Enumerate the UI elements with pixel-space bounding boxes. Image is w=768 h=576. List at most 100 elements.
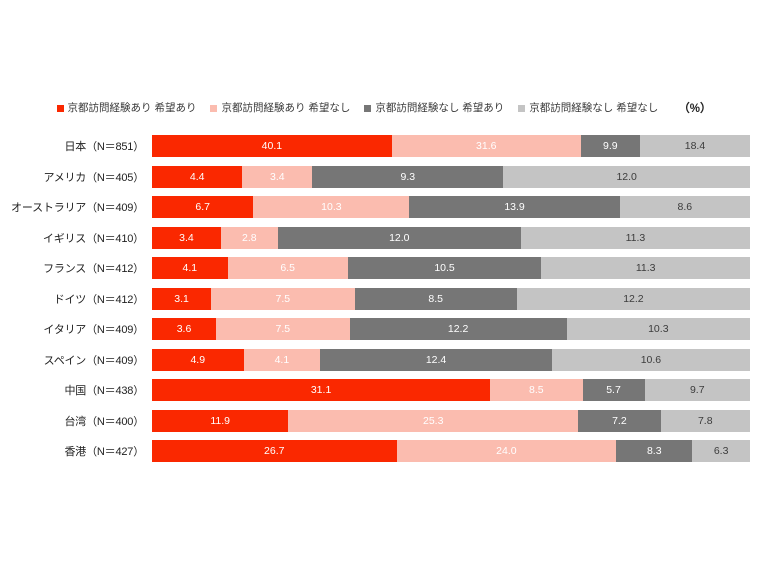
bar-segment[interactable]: 10.5 bbox=[347, 257, 542, 280]
legend-swatch-icon-1 bbox=[210, 104, 218, 112]
bar-segment[interactable]: 7.5 bbox=[216, 318, 350, 341]
bar-value-label: 6.5 bbox=[280, 262, 295, 274]
bar-value-label: 9.7 bbox=[689, 384, 705, 396]
legend-swatch-icon-3 bbox=[518, 104, 526, 112]
bar-segment[interactable]: 11.3 bbox=[520, 226, 750, 249]
bar-segment[interactable]: 26.7 bbox=[152, 440, 397, 463]
stacked-bar: 11.9 25.3 7.2 7.8 bbox=[152, 409, 750, 432]
legend-item-2[interactable]: 京都訪問経験なし 希望あり bbox=[364, 103, 504, 114]
bar-value-label: 31.1 bbox=[310, 384, 332, 396]
bar-value-label: 9.3 bbox=[400, 170, 416, 183]
bar-segment[interactable]: 11.3 bbox=[541, 257, 750, 280]
row-label: イギリス（N＝410） bbox=[42, 232, 144, 245]
bar-segment[interactable]: 12.0 bbox=[277, 226, 521, 249]
bar-value-label: 6.3 bbox=[713, 445, 729, 457]
chart-row: 香港（N＝427） 26.7 24.0 8.3 6.3 bbox=[0, 436, 768, 467]
stacked-bar: 4.4 3.4 9.3 12.0 bbox=[152, 165, 750, 188]
bar-segment[interactable]: 3.6 bbox=[152, 318, 217, 341]
bar-value-label: 25.3 bbox=[423, 414, 444, 427]
stacked-bar: 4.9 4.1 12.4 10.6 bbox=[152, 348, 750, 371]
bar-segment[interactable]: 2.8 bbox=[220, 226, 278, 249]
bar-value-label: 3.4 bbox=[270, 170, 285, 183]
bar-segment[interactable]: 9.7 bbox=[644, 379, 750, 402]
bar-segment[interactable]: 9.3 bbox=[312, 165, 504, 188]
bar-segment[interactable]: 18.4 bbox=[639, 135, 750, 158]
bar-segment[interactable]: 8.6 bbox=[619, 196, 750, 219]
row-label: オーストラリア（N＝409） bbox=[11, 202, 144, 215]
bar-segment[interactable]: 12.2 bbox=[349, 318, 567, 341]
bar-segment[interactable]: 12.0 bbox=[503, 165, 750, 188]
bar-segment[interactable]: 7.8 bbox=[660, 409, 750, 432]
row-label: アメリカ（N＝405） bbox=[43, 171, 144, 184]
bar-segment[interactable]: 12.4 bbox=[320, 348, 552, 371]
plot-area: 日本（N＝851） 40.1 31.6 9.9 18.4 アメリカ（N＝405） 4.4 3.… bbox=[0, 131, 768, 467]
bar-segment[interactable]: 10.3 bbox=[566, 318, 750, 341]
bar-segment[interactable]: 6.7 bbox=[152, 196, 254, 219]
bar-value-label: 3.1 bbox=[174, 292, 189, 305]
bar-value-label: 3.4 bbox=[179, 231, 194, 244]
legend-label-0: 京都訪問経験あり 希望あり bbox=[67, 101, 197, 114]
chart-row: イギリス（N＝410） 3.4 2.8 12.0 11.3 bbox=[0, 223, 768, 254]
bar-segment[interactable]: 6.5 bbox=[227, 257, 348, 280]
bar-segment[interactable]: 12.2 bbox=[516, 287, 750, 310]
chart-row: 中国（N＝438） 31.1 8.5 5.7 9.7 bbox=[0, 375, 768, 406]
bar-segment[interactable]: 4.9 bbox=[152, 348, 244, 371]
bar-segment[interactable]: 6.3 bbox=[692, 440, 750, 463]
bar-segment[interactable]: 10.3 bbox=[253, 196, 410, 219]
bar-value-label: 40.1 bbox=[261, 140, 283, 152]
bar-value-label: 26.7 bbox=[264, 445, 285, 457]
bar-value-label: 4.1 bbox=[274, 353, 290, 366]
bar-segment[interactable]: 40.1 bbox=[152, 135, 392, 158]
bar-segment[interactable]: 3.1 bbox=[152, 287, 212, 310]
bar-segment[interactable]: 7.2 bbox=[578, 409, 661, 432]
bar-value-label: 3.6 bbox=[176, 323, 192, 335]
row-label: 日本（N＝851） bbox=[64, 141, 145, 154]
bar-value-label: 7.8 bbox=[697, 414, 713, 427]
unit-label: （%） bbox=[678, 103, 712, 115]
stacked-bar: 3.1 7.5 8.5 12.2 bbox=[152, 287, 750, 310]
bar-value-label: 11.3 bbox=[635, 262, 656, 274]
row-label: フランス（N＝412） bbox=[43, 263, 144, 276]
bar-segment[interactable]: 4.1 bbox=[243, 348, 321, 371]
bar-value-label: 31.6 bbox=[476, 140, 497, 152]
bar-segment[interactable]: 31.1 bbox=[152, 379, 491, 402]
bar-value-label: 8.5 bbox=[529, 384, 544, 396]
bar-value-label: 12.4 bbox=[425, 353, 447, 366]
chart-legend: 京都訪問経験あり 希望あり 京都訪問経験あり 希望なし 京都訪問経験なし 希望あ… bbox=[0, 98, 768, 118]
legend-swatch-icon-2 bbox=[364, 104, 372, 112]
chart-row: オーストラリア（N＝409） 6.7 10.3 13.9 8.6 bbox=[0, 192, 768, 223]
bar-value-label: 11.3 bbox=[625, 231, 646, 244]
bar-segment[interactable]: 4.4 bbox=[152, 165, 243, 188]
legend-label-1: 京都訪問経験あり 希望なし bbox=[221, 101, 351, 114]
bar-segment[interactable]: 24.0 bbox=[396, 440, 617, 463]
bar-segment[interactable]: 5.7 bbox=[582, 379, 645, 402]
bar-value-label: 12.2 bbox=[623, 292, 644, 305]
row-label: イタリア（N＝409） bbox=[43, 324, 144, 337]
bar-segment[interactable]: 4.1 bbox=[152, 257, 228, 280]
bar-segment[interactable]: 25.3 bbox=[288, 409, 579, 432]
bar-segment[interactable]: 8.3 bbox=[616, 440, 693, 463]
bar-segment[interactable]: 13.9 bbox=[409, 196, 620, 219]
legend-label-3: 京都訪問経験なし 希望なし bbox=[529, 101, 659, 114]
bar-value-label: 6.7 bbox=[195, 201, 211, 213]
row-label: スペイン（N＝409） bbox=[43, 354, 145, 367]
bar-segment[interactable]: 7.5 bbox=[211, 287, 355, 310]
chart-row: ドイツ（N＝412） 3.1 7.5 8.5 12.2 bbox=[0, 284, 768, 315]
bar-segment[interactable]: 3.4 bbox=[152, 226, 221, 249]
bar-value-label: 12.0 bbox=[389, 231, 410, 244]
bar-value-label: 10.6 bbox=[640, 353, 662, 366]
bar-value-label: 8.6 bbox=[677, 201, 693, 213]
bar-segment[interactable]: 31.6 bbox=[391, 135, 581, 158]
bar-value-label: 10.3 bbox=[648, 323, 669, 335]
bar-segment[interactable]: 11.9 bbox=[152, 409, 289, 432]
legend-item-0[interactable]: 京都訪問経験あり 希望あり bbox=[56, 101, 197, 114]
bar-segment[interactable]: 10.6 bbox=[551, 348, 750, 371]
bar-segment[interactable]: 8.5 bbox=[490, 379, 583, 402]
bar-segment[interactable]: 8.5 bbox=[354, 287, 517, 310]
legend-item-3[interactable]: 京都訪問経験なし 希望なし bbox=[518, 103, 658, 114]
bar-segment[interactable]: 3.4 bbox=[242, 165, 313, 188]
legend-item-1[interactable]: 京都訪問経験あり 希望なし bbox=[210, 103, 350, 114]
chart-row: フランス（N＝412） 4.1 6.5 10.5 11.3 bbox=[0, 253, 768, 284]
bar-value-label: 10.3 bbox=[321, 201, 342, 213]
bar-segment[interactable]: 9.9 bbox=[580, 135, 640, 158]
